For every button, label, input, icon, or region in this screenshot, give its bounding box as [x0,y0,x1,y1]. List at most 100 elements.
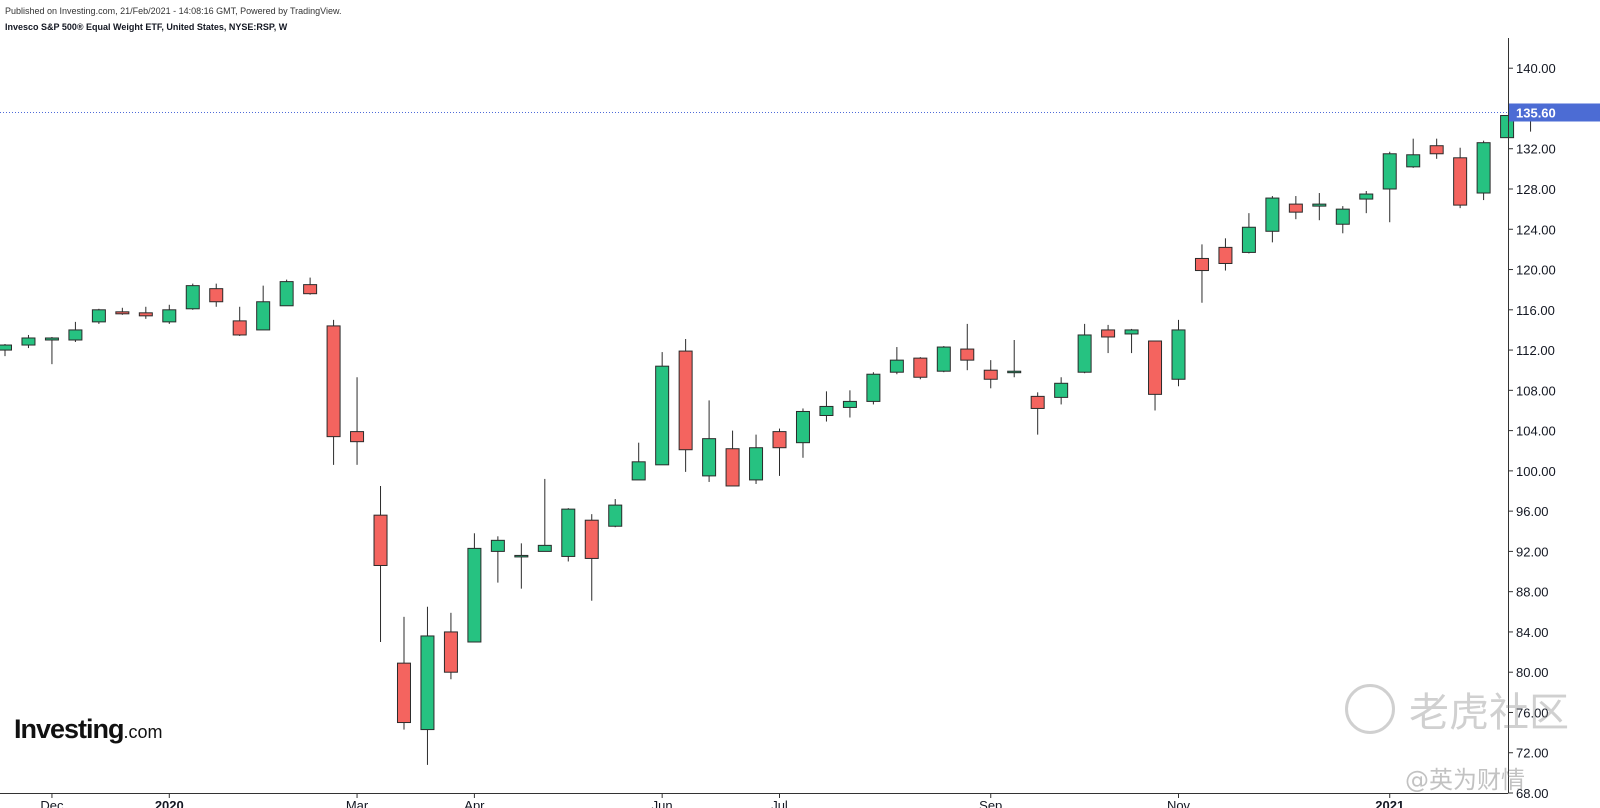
candle-body [490,539,505,552]
price-axis[interactable]: 140.00136.00132.00128.00124.00120.00116.… [1508,38,1600,801]
candle [561,508,576,562]
candle [1030,392,1045,435]
y-tick-label: 76.00 [1516,705,1549,720]
time-axis[interactable]: Dec 2020 Mar Apr Jun Jul Sep Nov 2021 [0,793,1508,808]
candle-body [68,329,83,341]
y-tick-label: 84.00 [1516,625,1549,640]
candle [279,279,294,307]
candle [350,377,365,465]
candle-body [373,514,388,566]
candle-body [866,373,881,402]
candle-body [1265,197,1280,232]
y-tick-label: 128.00 [1516,182,1556,197]
y-tick-label: 88.00 [1516,585,1549,600]
candle [1453,147,1468,209]
y-tick-label: 120.00 [1516,263,1556,278]
candle-body [1429,145,1444,155]
candle-body [819,405,834,417]
x-tick-label: Sep [979,798,1002,808]
candle [0,344,12,357]
candle [1054,377,1069,405]
candle [115,307,130,315]
candle [1429,138,1444,159]
candle [44,336,59,365]
candle-body [1218,246,1233,264]
candle [1171,319,1186,387]
last-price-label: 135.60 [1516,105,1556,120]
chart-title: Invesco S&P 500® Equal Weight ETF, Unite… [5,22,288,32]
candle [1101,324,1116,354]
candle [866,372,881,405]
candle [209,283,224,307]
candle [983,360,998,389]
watermark-text: 老虎社区 [1409,690,1569,736]
y-tick-label: 112.00 [1516,343,1555,358]
candle-body [725,448,740,487]
candle [396,616,411,730]
candle [936,346,951,373]
candle [1148,340,1163,411]
candle-body [1030,395,1045,409]
candle [1194,244,1209,303]
candle-body [1148,340,1163,395]
candle-body [1101,329,1116,338]
candle-body [913,357,928,378]
last-price-badge: 135.60 [1509,103,1600,122]
candle-body [396,662,411,724]
candle [514,543,529,589]
candle-body [1453,157,1468,206]
watermark-community: 老虎社区 [1345,680,1569,738]
candle [256,285,271,331]
candle-body [1124,329,1139,335]
candle [138,306,153,319]
x-tick-label: Mar [346,798,369,808]
x-tick-label: Nov [1167,798,1191,808]
candle [842,390,857,418]
candle [913,357,928,380]
candle [467,533,482,643]
candle [232,306,247,336]
candle [1359,191,1374,214]
investing-logo: Investing.com [14,714,163,745]
candle-body [537,544,552,552]
x-tick-label: 2020 [155,798,184,808]
candle [1265,196,1280,243]
y-tick-label: 132.00 [1516,142,1556,157]
candle-body [889,359,904,373]
candle-body [0,344,12,351]
candle-body [631,461,646,481]
candle-body [655,365,670,466]
y-tick-label: 80.00 [1516,665,1549,680]
y-tick-label: 96.00 [1516,504,1549,519]
logo-suffix: .com [123,722,163,742]
candle [91,308,106,324]
candles-layer [0,109,1538,765]
tiger-logo-icon [1345,684,1395,734]
y-tick-label: 104.00 [1516,424,1556,439]
candle-body [209,288,224,303]
watermark-author: @英为财情 [1405,766,1525,794]
candle-body [561,508,576,557]
candle-body [1007,370,1022,374]
y-tick-label: 140.00 [1516,61,1556,76]
y-tick-label: 68.00 [1516,786,1549,801]
candle [373,485,388,642]
candle [303,277,318,295]
candle [1077,323,1092,374]
candle [960,323,975,371]
candle-body [702,438,717,477]
candle [1241,213,1256,254]
candle [1312,193,1327,221]
candle [631,442,646,481]
candle-body [21,337,36,346]
y-tick-label: 92.00 [1516,544,1549,559]
candle-body [936,346,951,372]
candle [326,319,341,465]
candle-body [443,631,458,673]
candle-body [256,301,271,331]
y-tick-label: 116.00 [1516,303,1555,318]
candle [608,499,623,528]
candle [1335,206,1350,234]
candle [655,352,670,466]
